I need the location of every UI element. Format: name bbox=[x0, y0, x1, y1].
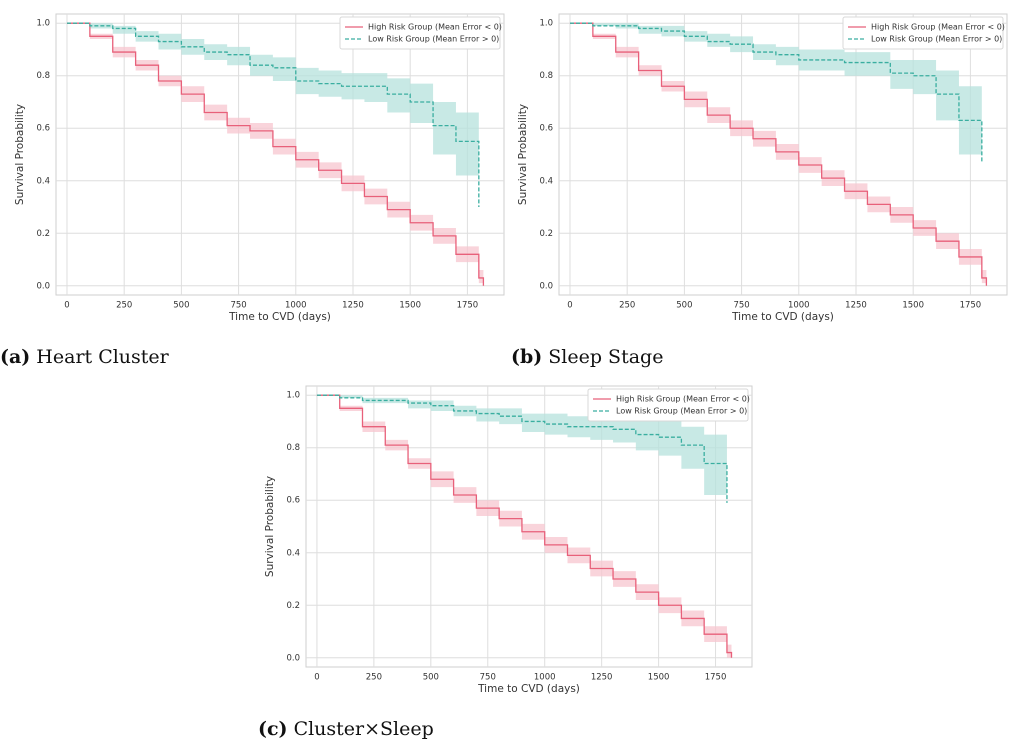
caption-text: Heart Cluster bbox=[36, 346, 169, 368]
y-tick-label: 0.0 bbox=[286, 653, 300, 663]
x-tick-label: 1750 bbox=[457, 301, 479, 311]
legend-label: High Risk Group (Mean Error < 0) bbox=[616, 395, 750, 404]
y-tick-label: 0.6 bbox=[286, 496, 300, 506]
x-tick-label: 1000 bbox=[285, 301, 307, 311]
legend-label: Low Risk Group (Mean Error > 0) bbox=[368, 35, 499, 44]
legend-box bbox=[587, 388, 749, 422]
x-tick-label: 750 bbox=[480, 673, 496, 683]
confidence-band bbox=[66, 23, 479, 252]
x-tick-label: 250 bbox=[116, 301, 132, 311]
y-tick-label: 0.4 bbox=[539, 176, 553, 186]
caption-label: (b) bbox=[511, 346, 542, 368]
x-axis-title: Time to CVD (days) bbox=[228, 311, 331, 323]
plot: 0 250 500 750 1000 1250 1500 1750 0.0 0.2 0.4 0.6 0.… bbox=[258, 385, 753, 740]
legend-label: Low Risk Group (Mean Error > 0) bbox=[616, 407, 747, 416]
survival-line bbox=[66, 22, 485, 286]
y-tick-label: 0.4 bbox=[286, 548, 300, 558]
survival-line bbox=[569, 22, 983, 163]
legend-label: High Risk Group (Mean Error < 0) bbox=[368, 23, 502, 32]
x-tick-label: 1750 bbox=[960, 301, 982, 311]
caption: (a) Heart Cluster bbox=[0, 346, 170, 368]
y-tick-label: 0.4 bbox=[36, 176, 50, 186]
x-tick-label: 1500 bbox=[902, 301, 924, 311]
x-tick-label: 1000 bbox=[534, 673, 556, 683]
x-tick-label: 750 bbox=[733, 301, 749, 311]
plot: 0 250 500 750 1000 1250 1500 1750 0.0 0.2 0.4 0.6 0.… bbox=[0, 13, 505, 368]
y-tick-label: 1.0 bbox=[36, 19, 50, 29]
x-tick-label: 1250 bbox=[845, 301, 867, 311]
survival-line bbox=[316, 394, 728, 503]
caption: (c) Cluster×Sleep bbox=[258, 718, 434, 740]
y-tick-label: 0.2 bbox=[539, 229, 553, 239]
legend-box bbox=[339, 16, 501, 50]
y-tick-label: 0.0 bbox=[36, 281, 50, 291]
survival-line bbox=[66, 22, 480, 208]
y-tick-label: 1.0 bbox=[539, 19, 553, 29]
confidence-band bbox=[316, 395, 732, 658]
x-tick-label: 1000 bbox=[788, 301, 810, 311]
y-tick-label: 0.0 bbox=[539, 281, 553, 291]
x-tick-label: 250 bbox=[366, 673, 382, 683]
y-tick-label: 1.0 bbox=[286, 391, 300, 401]
plot: 0 250 500 750 1000 1250 1500 1750 0.0 0.2 0.4 0.6 0.… bbox=[511, 13, 1008, 368]
x-tick-label: 1500 bbox=[399, 301, 421, 311]
y-axis-title: Survival Probability bbox=[517, 104, 529, 205]
y-tick-label: 0.6 bbox=[36, 124, 50, 134]
x-tick-label: 250 bbox=[619, 301, 635, 311]
x-tick-label: 0 bbox=[314, 673, 319, 683]
y-axis-title: Survival Probability bbox=[14, 104, 26, 205]
confidence-band bbox=[316, 395, 727, 585]
legend-box bbox=[842, 16, 1004, 50]
confidence-band bbox=[569, 23, 982, 223]
x-tick-label: 0 bbox=[567, 301, 572, 311]
x-axis-title: Time to CVD (days) bbox=[477, 683, 580, 695]
y-tick-label: 0.8 bbox=[36, 71, 50, 81]
caption-text: Sleep Stage bbox=[548, 346, 663, 368]
caption: (b) Sleep Stage bbox=[511, 346, 663, 368]
x-tick-label: 0 bbox=[64, 301, 69, 311]
confidence-band bbox=[569, 23, 987, 286]
x-tick-label: 500 bbox=[676, 301, 692, 311]
x-tick-label: 1500 bbox=[648, 673, 670, 683]
y-axis-title: Survival Probability bbox=[264, 476, 276, 577]
confidence-band bbox=[66, 23, 484, 286]
x-axis-title: Time to CVD (days) bbox=[731, 311, 834, 323]
caption-text: Cluster×Sleep bbox=[294, 718, 434, 740]
x-tick-label: 1250 bbox=[591, 673, 613, 683]
y-tick-label: 0.8 bbox=[539, 71, 553, 81]
y-tick-label: 0.8 bbox=[286, 443, 300, 453]
caption-label: (a) bbox=[0, 346, 30, 368]
legend-label: High Risk Group (Mean Error < 0) bbox=[871, 23, 1005, 32]
x-tick-label: 500 bbox=[173, 301, 189, 311]
survival-line bbox=[569, 22, 988, 286]
legend-label: Low Risk Group (Mean Error > 0) bbox=[871, 35, 1002, 44]
y-tick-label: 0.2 bbox=[286, 601, 300, 611]
x-tick-label: 1250 bbox=[342, 301, 364, 311]
survival-line bbox=[316, 394, 733, 658]
x-tick-label: 750 bbox=[230, 301, 246, 311]
caption-label: (c) bbox=[258, 718, 288, 740]
y-tick-label: 0.2 bbox=[36, 229, 50, 239]
x-tick-label: 500 bbox=[423, 673, 439, 683]
x-tick-label: 1750 bbox=[705, 673, 727, 683]
y-tick-label: 0.6 bbox=[539, 124, 553, 134]
